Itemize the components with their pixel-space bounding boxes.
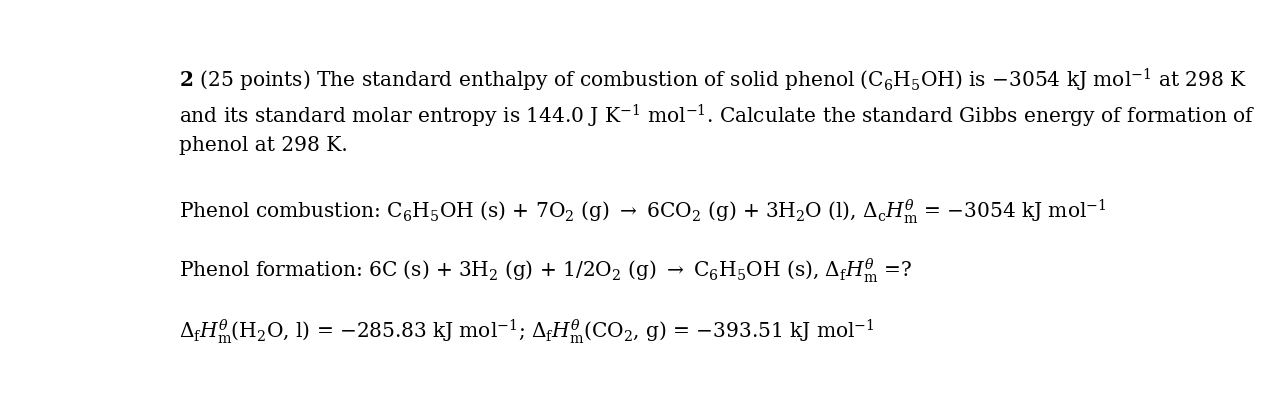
- Text: Phenol combustion: C$_6$H$_5$OH (s) + 7O$_2$ (g) $\rightarrow$ 6CO$_2$ (g) + 3H$: Phenol combustion: C$_6$H$_5$OH (s) + 7O…: [179, 198, 1106, 226]
- Text: phenol at 298 K.: phenol at 298 K.: [179, 136, 347, 155]
- Text: $\Delta_\mathrm{f}H^\theta_\mathrm{m}$(H$_2$O, l) = $-$285.83 kJ mol$^{-1}$; $\D: $\Delta_\mathrm{f}H^\theta_\mathrm{m}$(H…: [179, 318, 874, 347]
- Text: $\mathbf{2}$ (25 points) The standard enthalpy of combustion of solid phenol (C$: $\mathbf{2}$ (25 points) The standard en…: [179, 67, 1246, 94]
- Text: and its standard molar entropy is 144.0 J K$^{-1}$ mol$^{-1}$. Calculate the sta: and its standard molar entropy is 144.0 …: [179, 103, 1255, 130]
- Text: Phenol formation: 6C (s) + 3H$_2$ (g) + 1/2O$_2$ (g) $\rightarrow$ C$_6$H$_5$OH : Phenol formation: 6C (s) + 3H$_2$ (g) + …: [179, 256, 911, 285]
